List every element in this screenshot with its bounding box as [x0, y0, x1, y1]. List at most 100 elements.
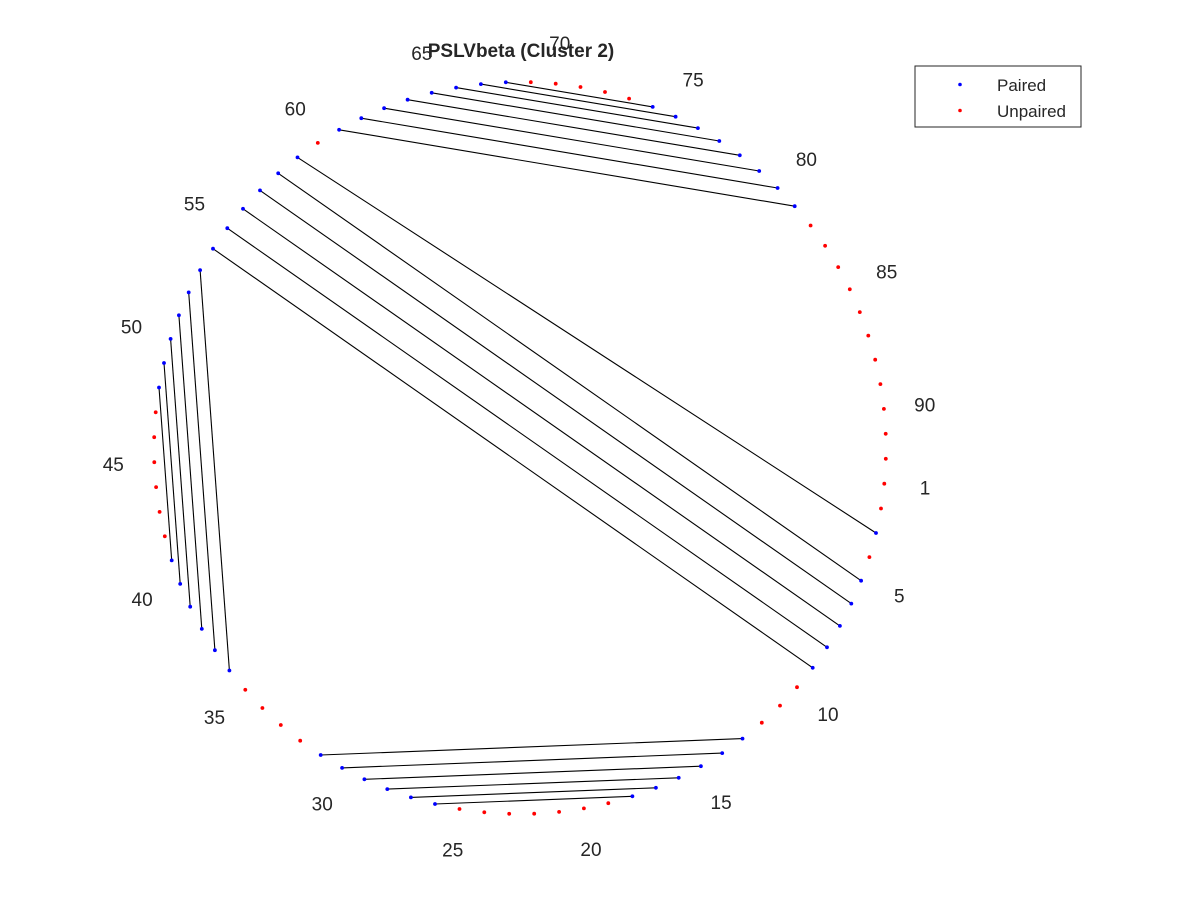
pair-line	[407, 99, 740, 156]
unpaired-position-dot	[778, 703, 782, 708]
paired-position-dot	[775, 186, 780, 190]
paired-position-dot	[186, 290, 191, 295]
unpaired-position-dot	[154, 485, 159, 489]
paired-position-dot	[654, 785, 658, 790]
pair-line	[431, 92, 720, 142]
position-dots	[152, 80, 888, 816]
unpaired-position-dot	[808, 223, 813, 228]
paired-position-dot	[213, 648, 217, 653]
unpaired-position-dot	[157, 510, 162, 514]
legend-paired-label: Paired	[997, 76, 1046, 95]
paired-position-dot	[162, 361, 166, 365]
legend: Paired Unpaired	[914, 65, 1082, 128]
pair-line	[410, 787, 656, 798]
position-label: 55	[184, 195, 205, 216]
paired-position-dot	[157, 385, 161, 390]
paired-position-dot	[825, 645, 829, 650]
position-label: 15	[711, 793, 732, 814]
unpaired-position-dot	[878, 382, 883, 386]
paired-position-dot	[318, 753, 323, 757]
unpaired-position-dot	[528, 80, 533, 85]
unpaired-position-dot	[873, 357, 878, 362]
unpaired-position-dot	[457, 807, 462, 811]
paired-position-dot	[859, 578, 863, 583]
unpaired-position-dot	[243, 687, 248, 692]
paired-position-dot	[479, 82, 483, 86]
paired-position-dot	[720, 751, 725, 755]
pair-lines	[158, 81, 877, 805]
pair-line	[158, 387, 173, 561]
unpaired-position-dot	[315, 141, 320, 145]
paired-position-dot	[676, 775, 681, 780]
paired-position-dot	[838, 624, 842, 628]
paired-position-dot	[405, 97, 410, 102]
position-label: 30	[312, 795, 333, 816]
paired-position-dot	[454, 85, 458, 90]
paired-position-dot	[630, 794, 635, 799]
unpaired-position-dot	[606, 801, 611, 806]
unpaired-position-dot	[578, 85, 583, 89]
unpaired-position-dot	[152, 460, 157, 465]
paired-position-dot	[409, 795, 413, 800]
unpaired-position-dot	[836, 265, 841, 269]
unpaired-position-dot	[857, 310, 862, 314]
position-label: 25	[442, 840, 463, 861]
unpaired-position-dot	[882, 407, 886, 411]
position-label: 65	[411, 44, 432, 65]
pair-line	[178, 315, 203, 629]
pair-line	[342, 752, 723, 769]
unpaired-position-dot	[162, 534, 167, 539]
paired-position-dot	[696, 126, 700, 130]
paired-position-dot	[177, 313, 181, 318]
paired-position-dot	[340, 766, 344, 770]
unpaired-position-dot	[847, 287, 852, 292]
position-label: 70	[549, 34, 570, 55]
position-label: 1	[920, 479, 931, 500]
position-label: 60	[285, 100, 306, 121]
unpaired-position-dot	[759, 720, 764, 725]
paired-position-dot	[241, 206, 245, 211]
unpaired-position-dot	[298, 738, 303, 743]
position-label: 50	[121, 318, 142, 339]
paired-position-dot	[227, 668, 232, 673]
legend-paired-marker	[958, 82, 962, 87]
position-label: 85	[876, 263, 897, 284]
paired-position-dot	[737, 153, 742, 158]
legend-unpaired-label: Unpaired	[997, 102, 1066, 121]
unpaired-position-dot	[879, 506, 883, 511]
pair-line	[163, 362, 181, 584]
paired-position-dot	[225, 226, 230, 231]
pair-line	[297, 156, 877, 534]
paired-position-dot	[168, 337, 173, 341]
paired-position-dot	[211, 246, 215, 251]
pair-line	[505, 81, 653, 108]
pair-line	[277, 172, 862, 582]
unpaired-position-dot	[582, 806, 586, 811]
position-label: 75	[683, 71, 704, 92]
pair-line	[384, 107, 760, 172]
legend-box	[914, 65, 1082, 128]
paired-position-dot	[717, 139, 722, 143]
unpaired-position-dot	[823, 243, 827, 248]
pair-line	[387, 777, 679, 790]
pair-line	[361, 117, 778, 189]
pair-line	[364, 765, 701, 780]
paired-position-dot	[178, 582, 183, 586]
paired-position-dot	[429, 90, 434, 95]
paired-position-dot	[503, 80, 508, 85]
position-label: 45	[103, 455, 124, 476]
paired-position-dot	[433, 802, 437, 806]
paired-position-dot	[337, 127, 341, 132]
position-label: 80	[796, 150, 817, 171]
paired-position-dot	[673, 114, 678, 119]
pair-line	[480, 83, 676, 118]
paired-position-dot	[810, 665, 815, 670]
paired-position-dot	[276, 171, 281, 176]
unpaired-position-dot	[883, 456, 888, 461]
paired-position-dot	[650, 105, 655, 109]
chart-title: PSLVbeta (Cluster 2)	[428, 41, 615, 62]
legend-unpaired-marker	[958, 108, 962, 113]
unpaired-position-dot	[795, 685, 799, 690]
